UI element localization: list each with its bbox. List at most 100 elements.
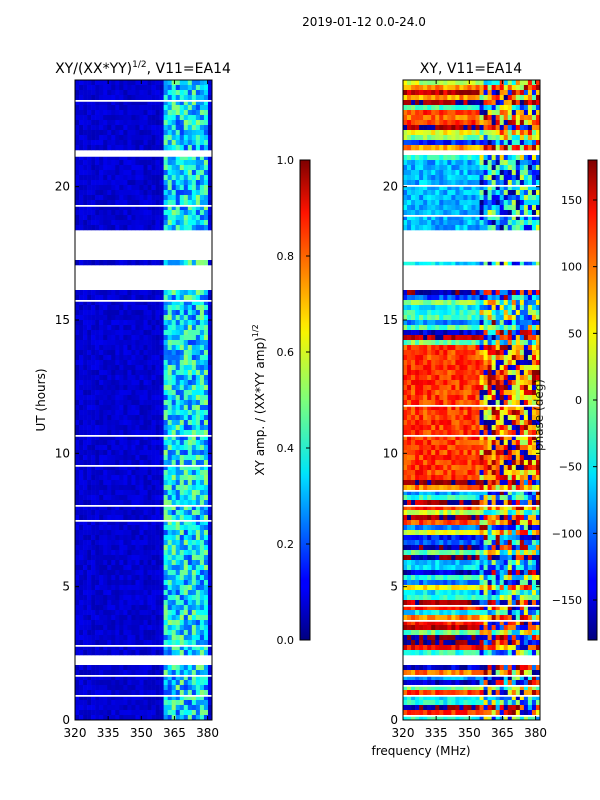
- heatmap-cell: [111, 345, 116, 351]
- heatmap-cell: [163, 605, 168, 611]
- heatmap-cell: [431, 170, 436, 176]
- heatmap-cell: [87, 525, 92, 531]
- heatmap-cell: [443, 175, 448, 181]
- heatmap-cell: [127, 120, 132, 126]
- heatmap-cell: [195, 300, 201, 306]
- heatmap-cell: [123, 620, 128, 626]
- heatmap-cell: [487, 110, 492, 116]
- heatmap-cell: [83, 665, 88, 671]
- heatmap-cell: [95, 310, 100, 316]
- heatmap-cell: [131, 95, 136, 101]
- heatmap-cell: [207, 630, 212, 636]
- heatmap-cell: [167, 220, 173, 226]
- heatmap-cell: [99, 345, 104, 351]
- heatmap-cell: [111, 105, 116, 111]
- heatmap-cell: [507, 105, 513, 111]
- heatmap-cell: [167, 360, 173, 366]
- heatmap-cell: [143, 435, 148, 441]
- heatmap-cell: [75, 540, 80, 546]
- heatmap-cell: [143, 645, 148, 651]
- heatmap-cell: [91, 625, 96, 631]
- heatmap-cell: [139, 705, 144, 711]
- heatmap-cell: [179, 350, 185, 356]
- heatmap-cell: [531, 225, 537, 231]
- heatmap-cell: [527, 80, 533, 86]
- heatmap-cell: [107, 315, 112, 321]
- heatmap-cell: [175, 485, 181, 491]
- heatmap-cell: [107, 175, 112, 181]
- heatmap-cell: [203, 195, 209, 201]
- heatmap-cell: [83, 445, 88, 451]
- heatmap-cell: [143, 580, 148, 586]
- heatmap-cell: [175, 220, 181, 226]
- heatmap-cell: [75, 125, 80, 131]
- heatmap-cell: [499, 110, 505, 116]
- heatmap-cell: [199, 460, 205, 466]
- heatmap-cell: [171, 690, 177, 696]
- heatmap-cell: [95, 670, 100, 676]
- heatmap-cell: [127, 365, 132, 371]
- heatmap-cell: [107, 515, 112, 521]
- heatmap-cell: [535, 130, 540, 136]
- heatmap-cell: [115, 405, 120, 411]
- heatmap-cell: [203, 685, 209, 691]
- heatmap-cell: [119, 415, 124, 421]
- heatmap-cell: [83, 400, 88, 406]
- heatmap-cell: [175, 325, 181, 331]
- heatmap-cell: [475, 160, 480, 166]
- heatmap-cell: [139, 155, 144, 161]
- heatmap-cell: [179, 345, 185, 351]
- heatmap-cell: [155, 610, 160, 616]
- heatmap-cell: [451, 85, 456, 91]
- heatmap-cell: [147, 605, 152, 611]
- heatmap-cell: [119, 455, 124, 461]
- heatmap-cell: [163, 595, 168, 601]
- heatmap-cell: [507, 145, 513, 151]
- heatmap-cell: [135, 440, 140, 446]
- heatmap-cell: [463, 105, 468, 111]
- heatmap-cell: [79, 625, 84, 631]
- heatmap-cell: [175, 90, 181, 96]
- heatmap-cell: [171, 710, 177, 716]
- heatmap-cell: [75, 175, 80, 181]
- heatmap-cell: [179, 105, 185, 111]
- heatmap-cell: [187, 425, 193, 431]
- heatmap-cell: [147, 135, 152, 141]
- heatmap-cell: [179, 85, 185, 91]
- heatmap-cell: [403, 120, 408, 126]
- heatmap-cell: [171, 590, 177, 596]
- heatmap-cell: [103, 550, 108, 556]
- heatmap-cell: [115, 650, 120, 656]
- heatmap-cell: [523, 130, 529, 136]
- heatmap-cell: [103, 490, 108, 496]
- heatmap-cell: [155, 380, 160, 386]
- heatmap-cell: [451, 170, 456, 176]
- heatmap-cell: [471, 85, 476, 91]
- heatmap-cell: [167, 260, 173, 266]
- heatmap-cell: [183, 225, 189, 231]
- heatmap-cell: [151, 470, 156, 476]
- heatmap-cell: [199, 310, 205, 316]
- heatmap-cell: [179, 600, 185, 606]
- heatmap-cell: [139, 475, 144, 481]
- heatmap-cell: [159, 340, 164, 346]
- heatmap-cell: [123, 190, 128, 196]
- heatmap-cell: [111, 605, 116, 611]
- heatmap-cell: [115, 260, 120, 266]
- heatmap-cell: [155, 350, 160, 356]
- heatmap-cell: [163, 355, 168, 361]
- heatmap-cell: [151, 435, 156, 441]
- heatmap-cell: [163, 370, 168, 376]
- heatmap-cell: [167, 165, 173, 171]
- heatmap-cell: [523, 100, 529, 106]
- heatmap-cell: [123, 535, 128, 541]
- heatmap-cell: [127, 125, 132, 131]
- heatmap-cell: [415, 100, 420, 106]
- heatmap-cell: [163, 175, 168, 181]
- heatmap-cell: [159, 605, 164, 611]
- heatmap-cell: [143, 165, 148, 171]
- heatmap-cell: [427, 105, 432, 111]
- heatmap-cell: [431, 165, 436, 171]
- heatmap-cell: [195, 380, 201, 386]
- heatmap-cell: [203, 600, 209, 606]
